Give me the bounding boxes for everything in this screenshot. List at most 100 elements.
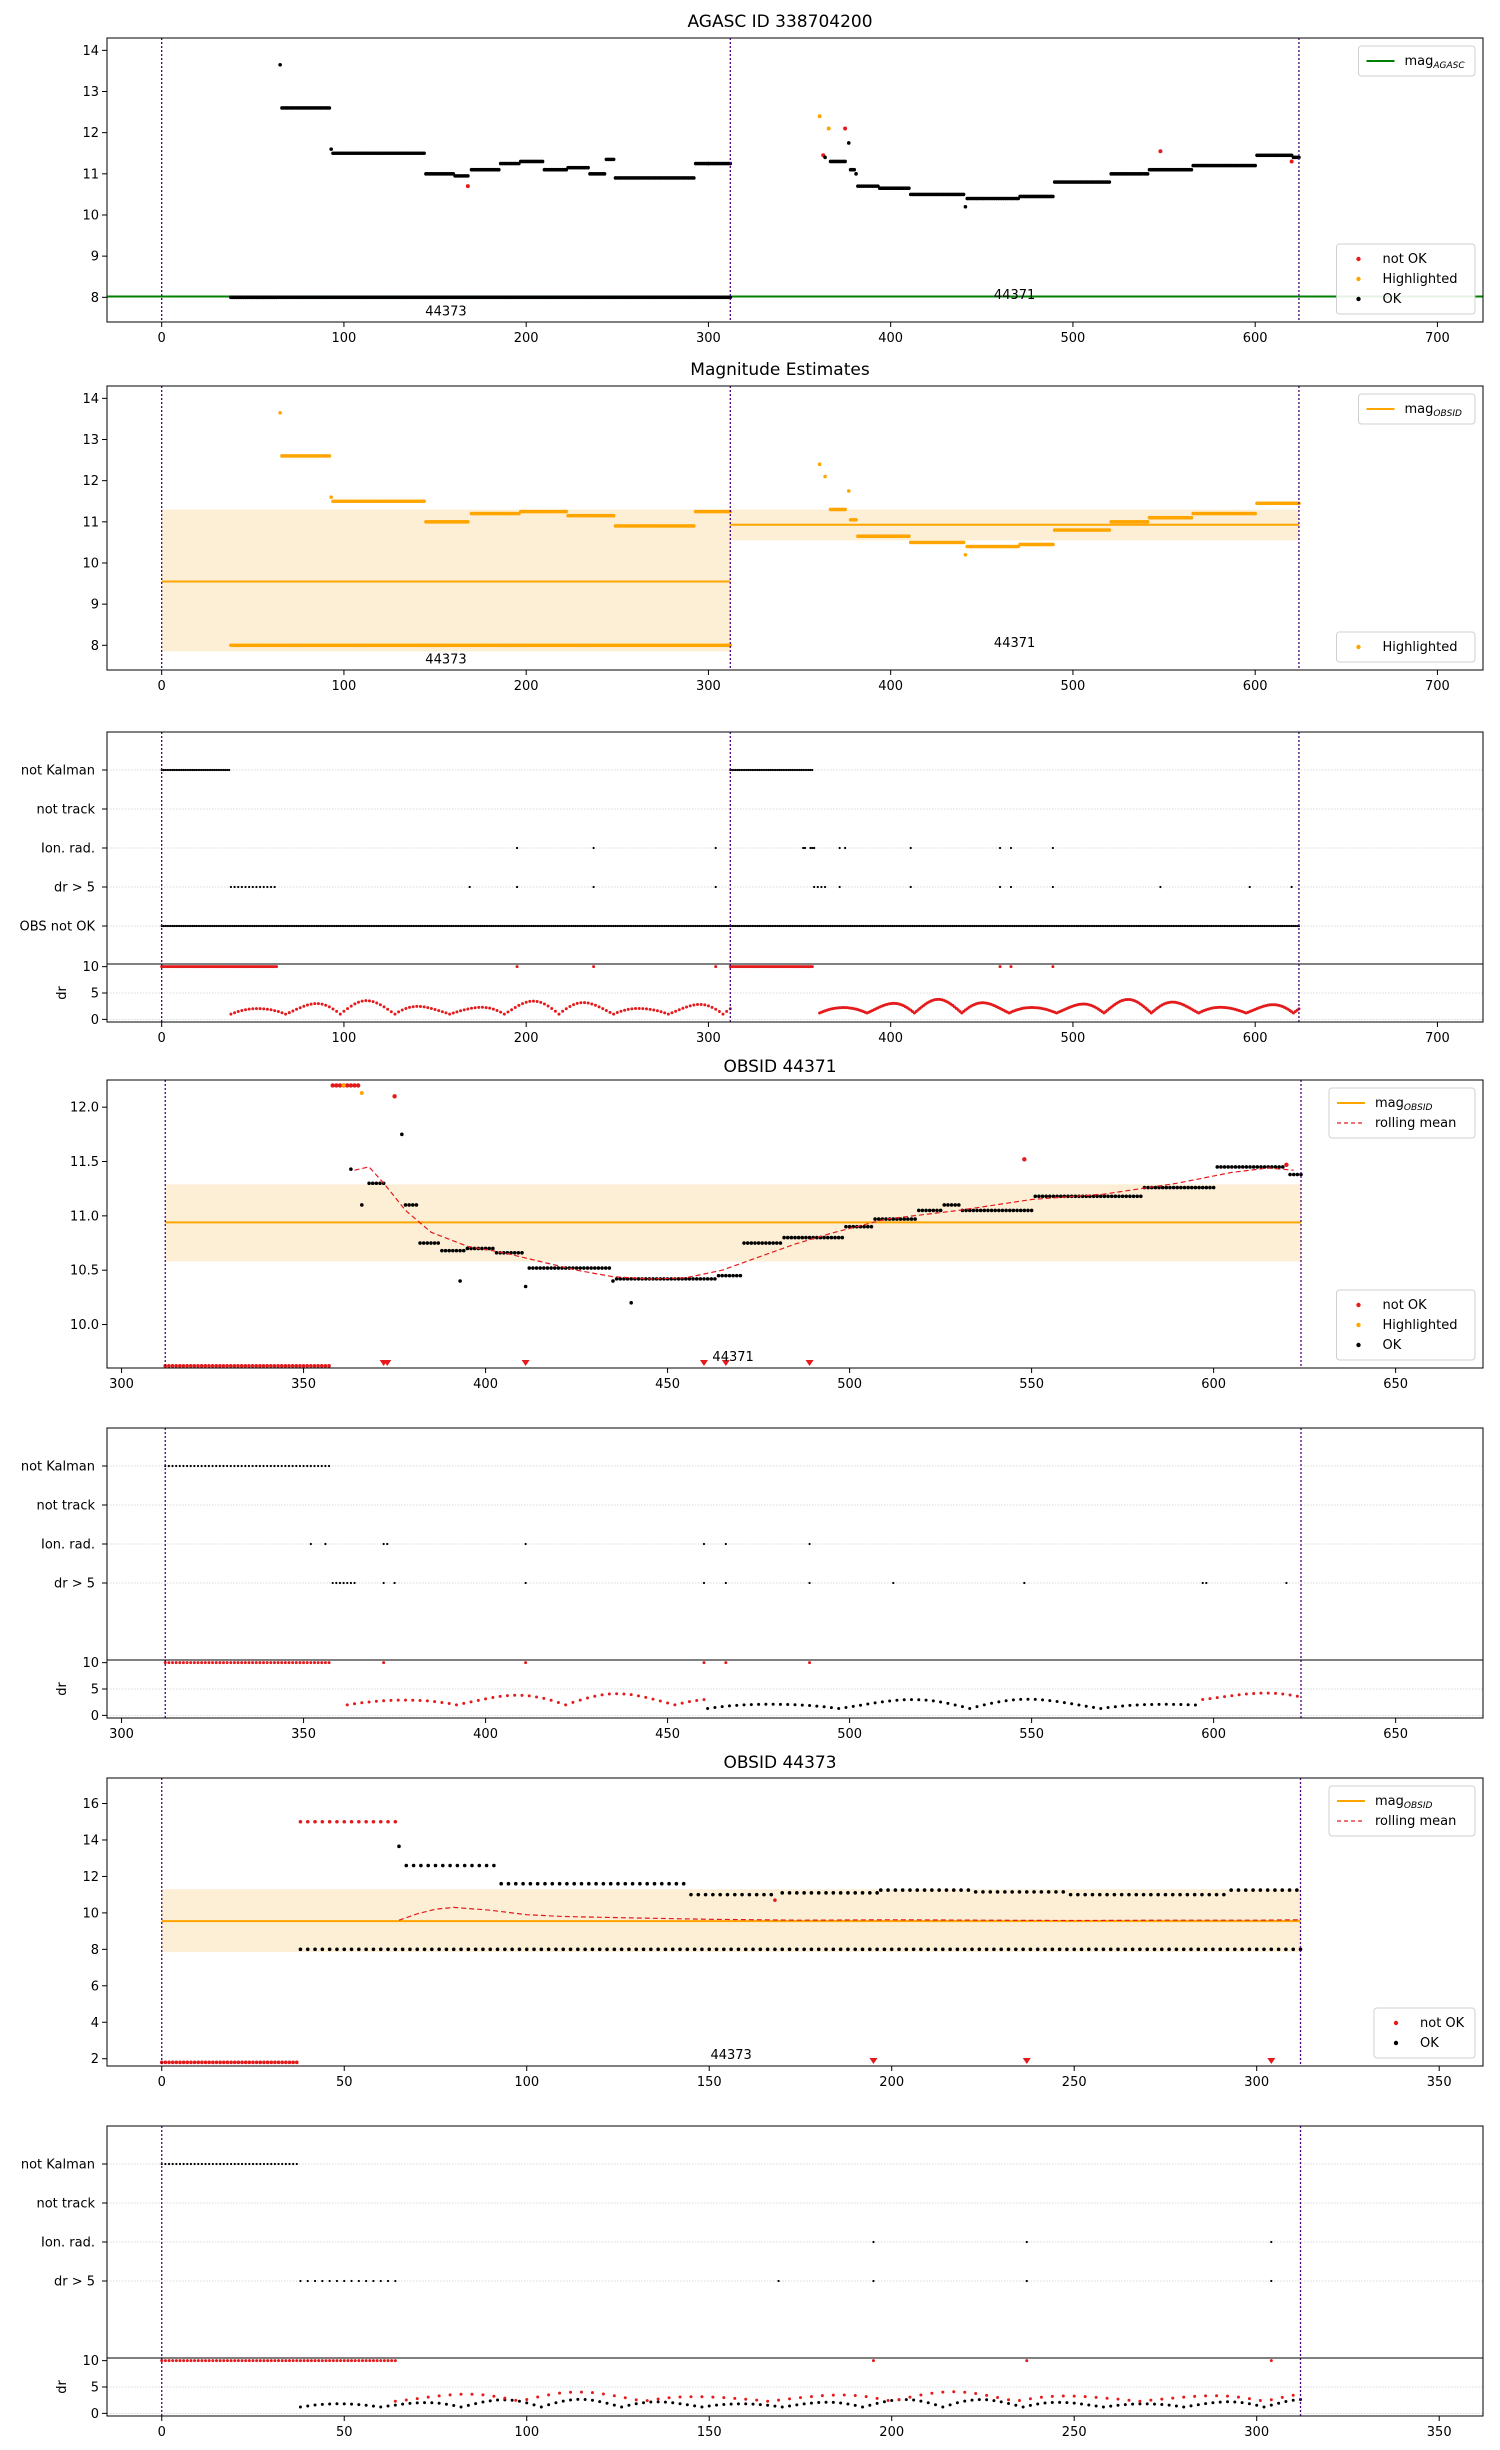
data-point [986,1208,990,1213]
data-point [421,1241,426,1245]
data-point [192,1364,197,1368]
data-point [1288,1172,1292,1177]
dr-point [556,1700,560,1704]
data-point [583,1947,587,1952]
data-point [1291,1172,1296,1177]
flag-point [277,2162,280,2166]
obsid-label: 44371 [994,636,1035,651]
flag-point [249,924,253,928]
flag-point [1011,924,1014,928]
data-point [236,2060,241,2065]
dr-point [590,1002,594,1006]
data-point [352,1083,357,1088]
data-point [1130,1947,1135,1952]
flag-point [178,768,182,772]
data-point [603,1266,608,1270]
dr-point [459,1009,463,1013]
y-tick-label: 5 [91,2381,99,2396]
panel-obs44373-title: OBSID 44373 [723,1753,836,1773]
y-tick-label: 0 [91,1709,99,1724]
flag-point [353,924,356,928]
data-point [722,1947,726,1952]
flag-point [464,924,468,928]
dr-point [564,1007,568,1011]
data-point [1051,542,1055,547]
dr-point [496,2398,500,2402]
data-point [196,2060,201,2065]
dr-point [251,2359,255,2363]
flag-point [1025,2240,1028,2244]
flag-point [526,924,530,928]
dr-point [629,1693,633,1697]
dr-point [342,1009,346,1013]
flag-point [164,2162,167,2166]
x-tick-label: 150 [697,2075,722,2090]
data-point [1107,180,1112,184]
flag-point [1283,924,1286,928]
legend-frame [1358,45,1476,77]
x-tick-label: 50 [336,2425,353,2440]
y-tick-label: 12.0 [70,1101,99,1116]
dr-point [1021,2405,1025,2409]
data-point [963,204,968,209]
data-point [349,1167,353,1171]
data-point [466,520,470,524]
flag-point [276,1464,280,1468]
flag-point [273,1464,276,1468]
dr-point [808,1704,812,1708]
dr-point [350,2402,354,2406]
flag-point [381,924,384,928]
dr-point [368,2359,372,2363]
dr-point [327,1005,331,1009]
data-point [520,1251,524,1255]
flag-point [820,885,823,889]
flag-point [186,2162,189,2166]
dr-point [240,1009,244,1013]
flag-point [164,768,167,772]
dr-point [919,2393,923,2397]
data-point [170,2060,175,2065]
legend-entry: not OK [1393,2016,1465,2031]
dr-point [342,2402,346,2406]
dr-point [699,1002,703,1006]
flag-point [444,924,448,928]
flag-point [1159,924,1162,928]
flag-point [758,768,761,772]
flag-point [892,1581,895,1585]
data-point [262,2060,266,2065]
dr-point [488,2399,492,2403]
data-point [596,1266,601,1270]
flag-point [280,924,284,928]
data-point [1123,1947,1128,1952]
dr-point [590,2391,594,2395]
flag-point [610,924,613,928]
data-point [278,410,282,415]
flag-point [869,924,872,928]
dr-point [477,1005,481,1009]
flag-point [1243,924,1246,928]
data-point [185,2060,190,2065]
data-point [698,1277,703,1281]
flag-point [421,924,424,928]
flag-point [747,768,750,772]
legend-dot-swatch [1356,1342,1361,1348]
flag-point [616,924,619,928]
flag-point [313,2279,317,2283]
dr-point [499,1010,503,1014]
x-tick-label: 100 [514,2425,539,2440]
x-tick-label: 500 [837,1727,862,1742]
flag-point [676,924,679,928]
dr-point [542,1696,546,1700]
data-point [694,1277,699,1281]
x-tick-label: 700 [1425,1031,1450,1046]
flag-point [811,846,814,850]
flag-point [280,1464,283,1468]
data-point [608,1881,613,1886]
flag-point [800,768,803,772]
flag-point [829,924,832,928]
dr-point [542,1002,546,1006]
dr-point [842,2393,846,2397]
flag-point [211,2162,214,2166]
flag-point [724,1581,727,1585]
flag-point [342,1581,345,1585]
